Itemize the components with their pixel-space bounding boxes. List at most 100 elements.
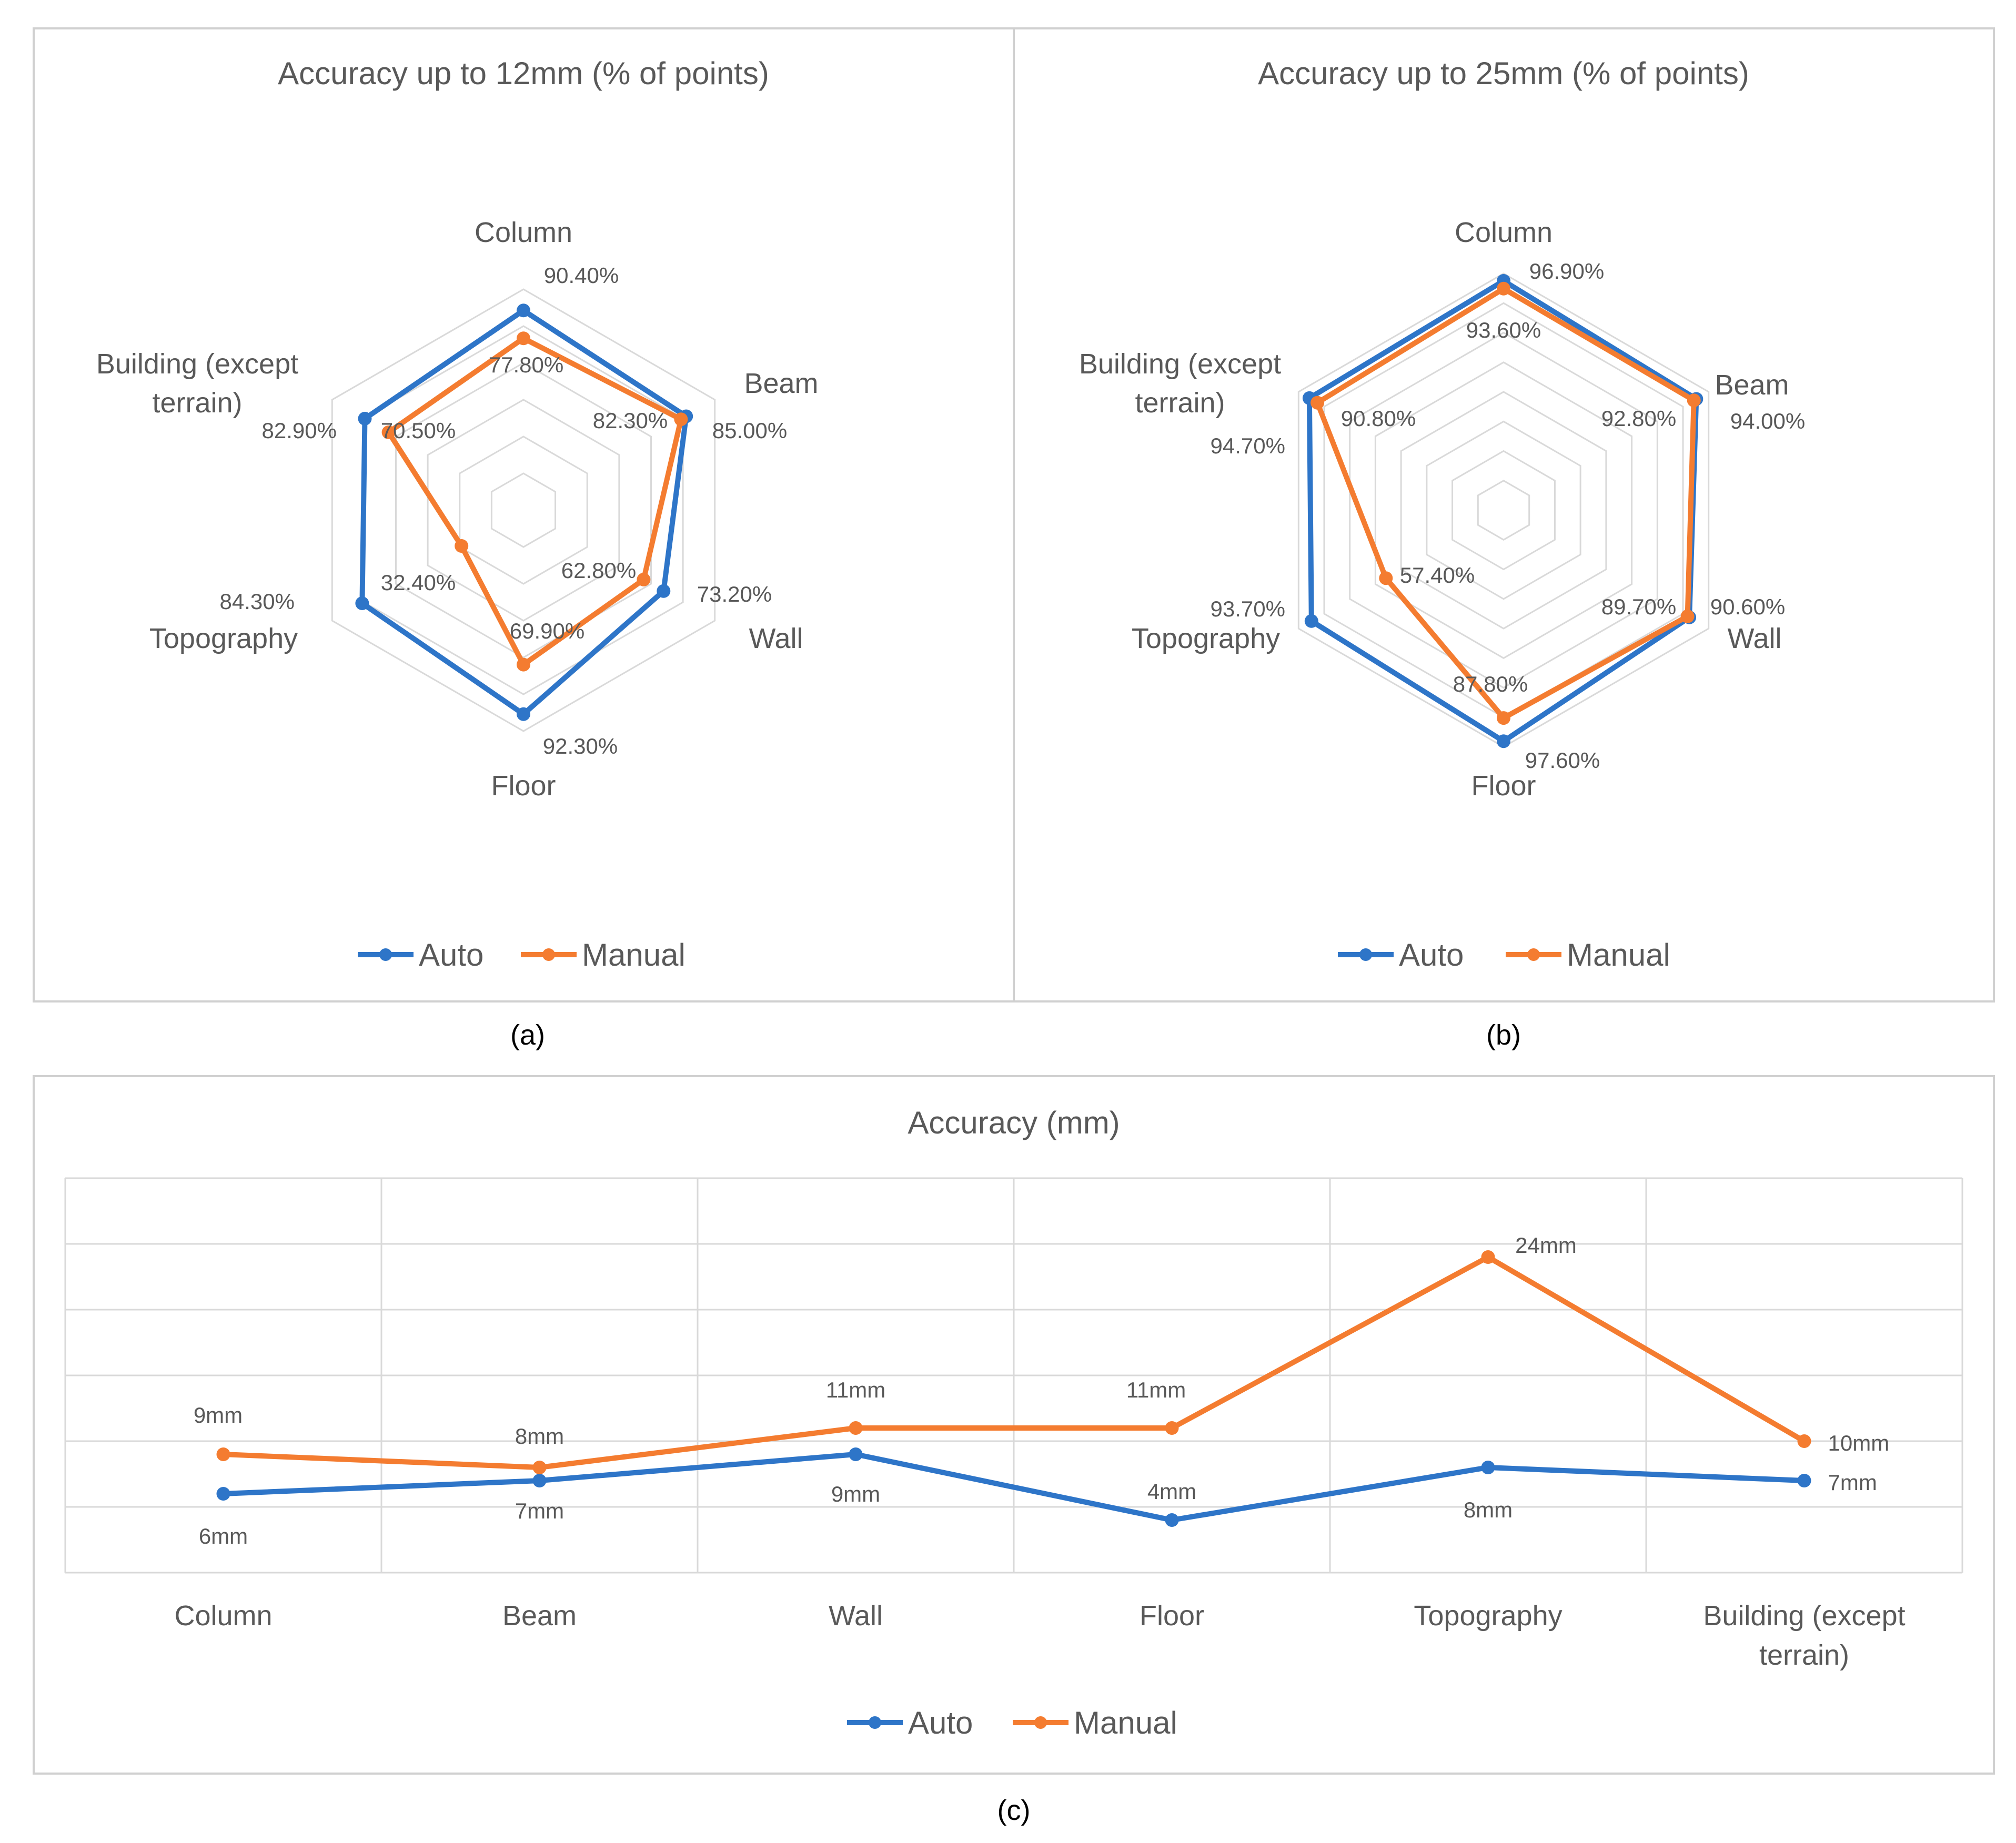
series-manual-point (1687, 393, 1701, 408)
data-label: 90.60% (1710, 594, 1785, 619)
series-manual-point (1311, 396, 1325, 410)
x-tick-labels: Column Beam Wall Floor Topography Building (e… (174, 1600, 1905, 1671)
category-label: Beam (1715, 369, 1789, 401)
legend-manual-marker (1034, 1716, 1047, 1729)
grid-ring (459, 436, 588, 585)
series-auto-point (216, 1487, 230, 1501)
legend-auto-label: Auto (419, 937, 483, 973)
x-tick-label: Floor (1140, 1600, 1204, 1632)
series-layer (355, 303, 693, 721)
legend-manual-label: Manual (582, 937, 686, 973)
grid-ring (1374, 361, 1633, 660)
series-manual-point (849, 1421, 863, 1435)
legend-manual-marker (542, 948, 555, 961)
series-auto-point (1304, 614, 1318, 628)
data-label: 57.40% (1400, 563, 1475, 588)
series-manual-point (517, 657, 530, 672)
legend-auto-marker (1359, 948, 1372, 961)
grid-ring (490, 472, 557, 548)
series-auto-point (517, 707, 530, 721)
legend-auto-marker (869, 1716, 881, 1729)
legend: Auto Manual (847, 1705, 1177, 1740)
data-label: 92.80% (1601, 406, 1676, 431)
series-manual-point (1680, 609, 1695, 623)
x-tick-label: Beam (502, 1600, 577, 1632)
line-grid (64, 1177, 1963, 1574)
series-manual-point (1165, 1421, 1179, 1435)
x-tick-label: Building (except (1703, 1600, 1905, 1632)
grid-ring (427, 399, 620, 622)
x-tick-label: Wall (829, 1600, 883, 1632)
data-label: 11mm (826, 1378, 886, 1402)
x-tick-label: Column (174, 1600, 272, 1632)
data-label: 82.90% (262, 418, 337, 443)
data-label: 90.80% (1341, 406, 1416, 431)
grid-ring (1400, 391, 1607, 630)
data-label: 92.30% (543, 734, 618, 758)
legend-auto-label: Auto (908, 1705, 973, 1740)
category-label: Wall (1728, 623, 1782, 654)
category-label: Wall (749, 623, 803, 654)
data-label: 89.70% (1601, 594, 1676, 619)
legend-auto-marker (379, 948, 392, 961)
data-label: 97.60% (1525, 748, 1600, 773)
series-manual-point (455, 539, 469, 553)
data-label: 70.50% (381, 418, 456, 443)
series-manual-point (1379, 571, 1393, 585)
grid-ring (331, 288, 716, 732)
series-auto-point (532, 1474, 547, 1487)
series-auto-line (223, 1452, 1805, 1523)
series-layer (216, 1250, 1811, 1527)
data-label: 93.70% (1211, 596, 1285, 621)
series-auto-point (1497, 734, 1510, 748)
category-label: Floor (491, 770, 556, 802)
series-layer (1302, 274, 1703, 748)
category-labels: Column Beam Wall Floor Topography Building (e… (96, 217, 819, 802)
category-label: Floor (1471, 770, 1536, 802)
series-manual-point (1497, 281, 1510, 296)
data-label: 77.80% (489, 352, 563, 377)
data-label: 7mm (1828, 1470, 1877, 1495)
legend-manual-marker (1527, 948, 1540, 961)
series-manual-point (532, 1461, 547, 1474)
series-auto-point (358, 411, 372, 426)
chart-title: Accuracy (mm) (908, 1105, 1120, 1140)
data-label: 73.20% (697, 582, 772, 606)
x-tick-label: Topography (1414, 1600, 1562, 1632)
grid-ring (1349, 331, 1658, 689)
series-auto-point (1797, 1474, 1811, 1487)
category-label: terrain) (152, 387, 242, 419)
data-label: 90.40% (544, 263, 619, 288)
data-label: 94.00% (1730, 409, 1805, 433)
radar-chart-b: Accuracy up to 25mm (% of points) Column… (1079, 56, 1805, 973)
data-label: 4mm (1147, 1479, 1196, 1504)
data-label: 10mm (1828, 1431, 1890, 1455)
category-label: Topography (149, 623, 298, 654)
series-manual-point (1497, 711, 1510, 725)
legend-manual-label: Manual (1074, 1705, 1177, 1740)
category-label: Column (475, 217, 572, 248)
x-tick-label: terrain) (1759, 1639, 1849, 1671)
data-label: 8mm (515, 1424, 564, 1449)
category-label: Column (1455, 217, 1553, 248)
series-auto-point (355, 596, 369, 610)
series-manual-point (381, 425, 396, 439)
category-label: Beam (744, 368, 818, 399)
data-labels: 6mm 7mm 9mm 4mm 8mm 7mm 9mm 8mm 11mm 11mm 24mm 10mm (194, 1233, 1889, 1548)
series-manual-point (1481, 1250, 1495, 1264)
data-label: 94.70% (1211, 433, 1285, 458)
series-manual-point (674, 412, 688, 427)
caption-c: (c) (997, 1795, 1031, 1826)
category-labels: Column Beam Wall Floor Topography Building (e… (1079, 217, 1789, 802)
series-manual-point (637, 572, 651, 586)
data-label: 82.30% (593, 408, 668, 433)
data-label: 8mm (1464, 1497, 1513, 1522)
data-label: 62.80% (561, 558, 636, 583)
category-label: terrain) (1135, 387, 1225, 419)
data-label: 85.00% (712, 418, 787, 443)
data-label: 87.80% (1453, 672, 1528, 696)
grid-ring (1451, 450, 1556, 571)
data-label: 9mm (831, 1482, 880, 1506)
